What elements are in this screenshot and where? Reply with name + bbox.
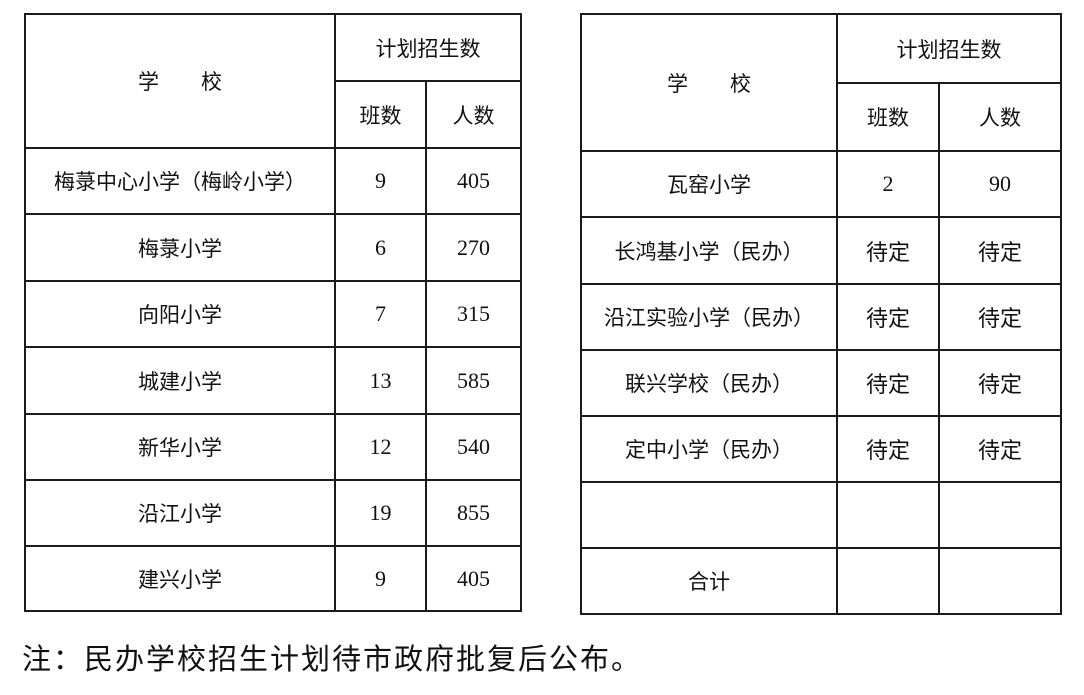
cell-classes xyxy=(836,547,940,615)
cell-students: 405 xyxy=(425,545,522,612)
cell-school: 新华小学 xyxy=(24,413,336,481)
cell-classes: 19 xyxy=(334,479,427,547)
cell-students xyxy=(938,481,1062,549)
table-row: 城建小学 13 585 xyxy=(24,346,522,415)
cell-students: 315 xyxy=(425,280,522,348)
table-row: 梅菉小学 6 270 xyxy=(24,213,522,282)
header-school: 学 校 xyxy=(580,13,838,152)
cell-school: 长鸿基小学（民办） xyxy=(580,216,838,285)
cell-students: 待定 xyxy=(938,283,1062,351)
cell-students: 90 xyxy=(938,150,1062,218)
cell-students: 待定 xyxy=(938,216,1062,285)
table-row xyxy=(580,481,1062,549)
cell-school: 梅菉中心小学（梅岭小学） xyxy=(24,147,336,215)
table-row: 合计 xyxy=(580,547,1062,615)
cell-classes xyxy=(836,481,940,549)
header-students: 人数 xyxy=(425,80,522,149)
cell-school: 建兴小学 xyxy=(24,545,336,612)
cell-school: 沿江实验小学（民办） xyxy=(580,283,838,351)
enrollment-table-left: 学 校 计划招生数 班数 人数 梅菉中心小学（梅岭小学） 9 405 梅菉小学 6 270… xyxy=(24,13,522,612)
cell-classes: 9 xyxy=(334,545,427,612)
cell-school: 联兴学校（民办） xyxy=(580,349,838,417)
table-row: 沿江实验小学（民办） 待定 待定 xyxy=(580,283,1062,351)
table-row: 联兴学校（民办） 待定 待定 xyxy=(580,349,1062,417)
cell-school: 梅菉小学 xyxy=(24,213,336,282)
cell-students: 待定 xyxy=(938,415,1062,483)
cell-classes: 6 xyxy=(334,213,427,282)
cell-school: 合计 xyxy=(580,547,838,615)
header-students: 人数 xyxy=(938,82,1062,152)
cell-classes: 待定 xyxy=(836,415,940,483)
cell-classes: 待定 xyxy=(836,349,940,417)
header-plan: 计划招生数 xyxy=(334,13,522,82)
cell-students: 585 xyxy=(425,346,522,415)
cell-classes: 待定 xyxy=(836,283,940,351)
cell-classes: 2 xyxy=(836,150,940,218)
table-row: 长鸿基小学（民办） 待定 待定 xyxy=(580,216,1062,285)
cell-students xyxy=(938,547,1062,615)
cell-classes: 待定 xyxy=(836,216,940,285)
cell-students: 270 xyxy=(425,213,522,282)
table-row: 沿江小学 19 855 xyxy=(24,479,522,547)
cell-school: 定中小学（民办） xyxy=(580,415,838,483)
cell-classes: 13 xyxy=(334,346,427,415)
cell-students: 855 xyxy=(425,479,522,547)
cell-students: 待定 xyxy=(938,349,1062,417)
footnote: 注：民办学校招生计划待市政府批复后公布。 xyxy=(22,642,643,676)
cell-school xyxy=(580,481,838,549)
cell-classes: 7 xyxy=(334,280,427,348)
table-row: 新华小学 12 540 xyxy=(24,413,522,481)
header-classes: 班数 xyxy=(836,82,940,152)
cell-school: 沿江小学 xyxy=(24,479,336,547)
table-row: 向阳小学 7 315 xyxy=(24,280,522,348)
cell-students: 540 xyxy=(425,413,522,481)
cell-school: 向阳小学 xyxy=(24,280,336,348)
cell-classes: 9 xyxy=(334,147,427,215)
cell-school: 瓦窑小学 xyxy=(580,150,838,218)
cell-classes: 12 xyxy=(334,413,427,481)
table-row: 梅菉中心小学（梅岭小学） 9 405 xyxy=(24,147,522,215)
cell-school: 城建小学 xyxy=(24,346,336,415)
table-row: 建兴小学 9 405 xyxy=(24,545,522,612)
cell-students: 405 xyxy=(425,147,522,215)
header-school: 学 校 xyxy=(24,13,336,149)
table-row: 瓦窑小学 2 90 xyxy=(580,150,1062,218)
table-row: 定中小学（民办） 待定 待定 xyxy=(580,415,1062,483)
enrollment-table-right: 学 校 计划招生数 班数 人数 瓦窑小学 2 90 长鸿基小学（民办） 待定 待定 沿江实验… xyxy=(580,13,1062,615)
header-plan: 计划招生数 xyxy=(836,13,1062,84)
header-classes: 班数 xyxy=(334,80,427,149)
